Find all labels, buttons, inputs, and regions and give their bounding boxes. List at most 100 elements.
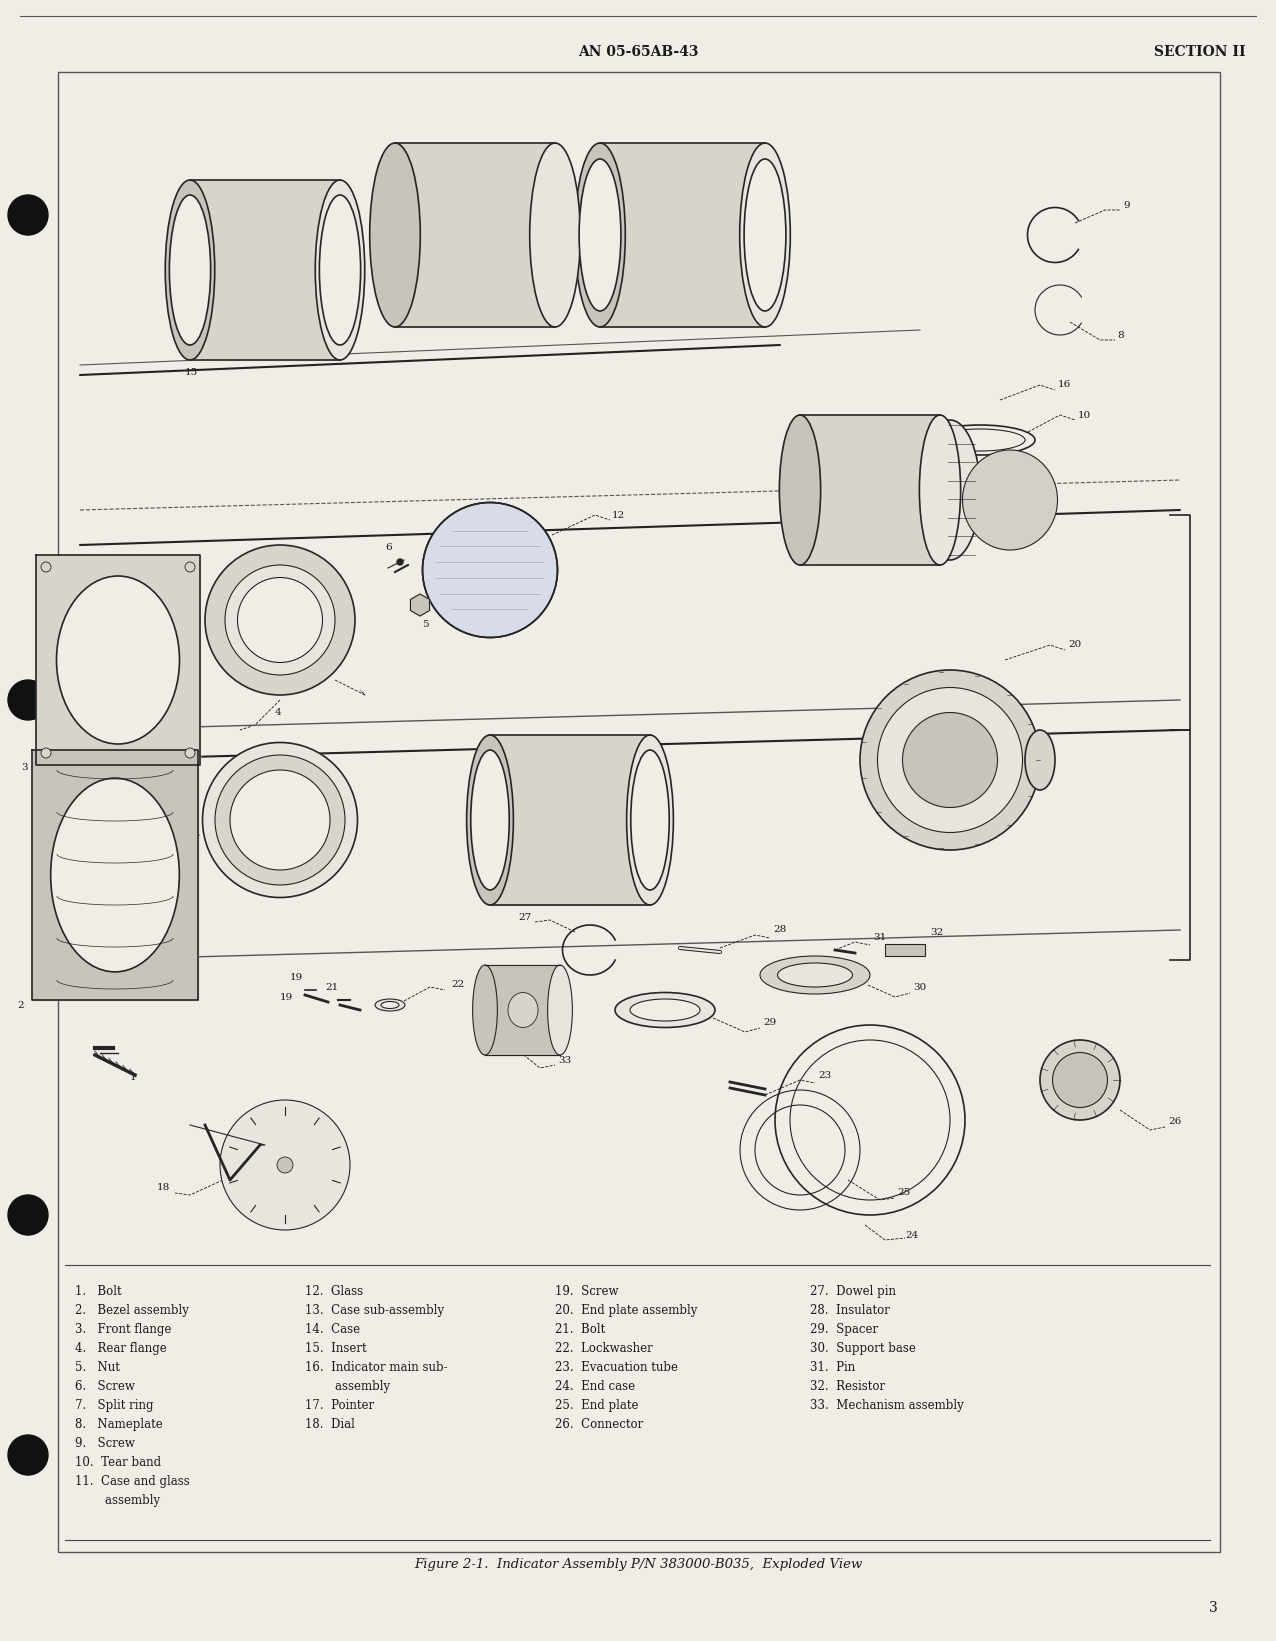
Text: 11: 11 (175, 730, 189, 740)
Text: 23.  Evacuation tube: 23. Evacuation tube (555, 1360, 678, 1374)
Text: 3: 3 (20, 763, 28, 771)
Polygon shape (36, 555, 200, 765)
Ellipse shape (574, 143, 625, 327)
Text: 25: 25 (897, 1188, 910, 1196)
Text: 18.  Dial: 18. Dial (305, 1418, 355, 1431)
Circle shape (397, 560, 403, 565)
Text: 19.  Screw: 19. Screw (555, 1285, 619, 1298)
Text: 17: 17 (318, 1118, 332, 1127)
Text: 15: 15 (185, 368, 198, 377)
Ellipse shape (1040, 1040, 1120, 1121)
Text: Figure 2-1.  Indicator Assembly P/N 383000-B035,  Exploded View: Figure 2-1. Indicator Assembly P/N 38300… (413, 1557, 863, 1570)
Circle shape (8, 195, 48, 235)
Ellipse shape (205, 545, 355, 696)
Text: 14.  Case: 14. Case (305, 1323, 360, 1336)
Ellipse shape (382, 1001, 399, 1009)
Circle shape (41, 748, 51, 758)
Text: 14: 14 (544, 156, 556, 166)
Ellipse shape (860, 670, 1040, 850)
Ellipse shape (902, 712, 998, 807)
Text: 31.  Pin: 31. Pin (810, 1360, 855, 1374)
Text: 10: 10 (1078, 410, 1091, 420)
Text: 8.   Nameplate: 8. Nameplate (75, 1418, 163, 1431)
Ellipse shape (780, 415, 820, 565)
Text: 18: 18 (157, 1183, 170, 1191)
Ellipse shape (777, 963, 852, 986)
Text: 21.  Bolt: 21. Bolt (555, 1323, 605, 1336)
Ellipse shape (370, 143, 420, 327)
Text: 15.  Insert: 15. Insert (305, 1342, 366, 1355)
Text: 30: 30 (914, 983, 926, 993)
Text: 6.   Screw: 6. Screw (75, 1380, 135, 1393)
Text: 13: 13 (718, 149, 731, 159)
Ellipse shape (630, 999, 701, 1021)
Text: 28: 28 (773, 926, 786, 934)
Text: 32.  Resistor: 32. Resistor (810, 1380, 886, 1393)
Ellipse shape (219, 1099, 350, 1231)
Text: 24: 24 (905, 1231, 919, 1241)
Text: 12.  Glass: 12. Glass (305, 1285, 364, 1298)
Text: 22: 22 (450, 980, 464, 990)
Text: 5.   Nut: 5. Nut (75, 1360, 120, 1374)
Ellipse shape (547, 965, 573, 1055)
Polygon shape (396, 143, 555, 327)
Ellipse shape (319, 195, 361, 345)
Text: 27.  Dowel pin: 27. Dowel pin (810, 1285, 896, 1298)
Text: 10.  Tear band: 10. Tear band (75, 1456, 161, 1469)
Text: SECTION II: SECTION II (1155, 44, 1245, 59)
Text: 22.  Lockwasher: 22. Lockwasher (555, 1342, 653, 1355)
Text: 29: 29 (763, 1017, 776, 1027)
Ellipse shape (237, 578, 323, 663)
Ellipse shape (630, 750, 669, 889)
Text: 11.  Case and glass: 11. Case and glass (75, 1475, 190, 1488)
Text: AN 05-65AB-43: AN 05-65AB-43 (578, 44, 698, 59)
Text: 19: 19 (279, 993, 293, 1003)
Text: 5: 5 (422, 620, 429, 629)
Ellipse shape (472, 965, 498, 1055)
Ellipse shape (760, 957, 870, 994)
Text: 25.  End plate: 25. End plate (555, 1400, 638, 1411)
Circle shape (41, 561, 51, 573)
Circle shape (8, 1195, 48, 1236)
Text: 26: 26 (1168, 1118, 1182, 1126)
Ellipse shape (508, 993, 538, 1027)
Text: 2: 2 (17, 1001, 24, 1009)
Text: 19: 19 (290, 973, 304, 981)
Circle shape (277, 1157, 293, 1173)
Ellipse shape (170, 195, 211, 345)
Text: 9: 9 (1123, 200, 1129, 210)
Ellipse shape (962, 450, 1058, 550)
Bar (886, 944, 925, 957)
Text: 23: 23 (818, 1072, 831, 1080)
Text: 17.  Pointer: 17. Pointer (305, 1400, 374, 1411)
Text: 1: 1 (130, 1073, 137, 1081)
Ellipse shape (230, 770, 330, 870)
Text: 13.  Case sub-assembly: 13. Case sub-assembly (305, 1305, 444, 1318)
Text: 24.  End case: 24. End case (555, 1380, 635, 1393)
Text: 3.   Front flange: 3. Front flange (75, 1323, 171, 1336)
Text: 3: 3 (1210, 1602, 1219, 1615)
Polygon shape (800, 415, 940, 565)
Ellipse shape (1025, 730, 1055, 789)
Polygon shape (32, 750, 198, 999)
Ellipse shape (615, 993, 715, 1027)
Ellipse shape (744, 159, 786, 312)
Ellipse shape (1053, 1052, 1108, 1108)
Text: 8: 8 (1116, 331, 1124, 340)
Ellipse shape (51, 778, 180, 971)
Text: 33.  Mechanism assembly: 33. Mechanism assembly (810, 1400, 963, 1411)
Text: 31: 31 (873, 934, 887, 942)
Ellipse shape (225, 565, 336, 674)
Text: 7: 7 (140, 834, 147, 842)
Text: 7.   Split ring: 7. Split ring (75, 1400, 153, 1411)
Text: 32: 32 (930, 929, 943, 937)
Ellipse shape (56, 576, 180, 743)
Ellipse shape (214, 755, 345, 884)
Ellipse shape (471, 750, 509, 889)
Ellipse shape (422, 502, 558, 637)
Text: 4.   Rear flange: 4. Rear flange (75, 1342, 167, 1355)
Ellipse shape (920, 420, 980, 560)
Text: 12: 12 (612, 510, 625, 520)
Text: 16: 16 (1058, 381, 1072, 389)
Ellipse shape (375, 999, 404, 1011)
